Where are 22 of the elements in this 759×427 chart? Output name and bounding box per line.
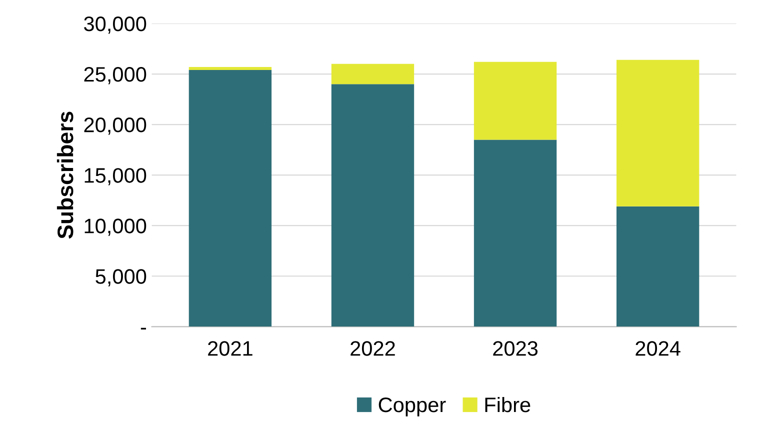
y-tick-label: - (140, 328, 146, 330)
bar (188, 70, 272, 327)
legend-label: Fibre (485, 396, 530, 412)
y-tick-label: 15,000 (84, 168, 146, 186)
bar (616, 206, 700, 327)
y-tick-label: 5,000 (96, 269, 146, 286)
bar (331, 64, 414, 84)
bar (616, 60, 700, 206)
y-tick-label: 30,000 (84, 16, 146, 34)
y-tick-label: 20,000 (84, 118, 146, 135)
bar (331, 84, 414, 327)
bar (474, 62, 557, 140)
x-tick-label: 2021 (208, 341, 252, 356)
y-axis-title: Subscribers (56, 112, 74, 239)
legend-label: Copper (378, 397, 446, 416)
x-tick-label: 2023 (493, 341, 538, 356)
x-tick-label: 2024 (636, 341, 680, 356)
y-tick-label: 25,000 (84, 67, 146, 84)
y-tick-label: 10,000 (84, 218, 146, 236)
bar (188, 66, 272, 70)
bar (474, 140, 557, 327)
x-tick-label: 2022 (350, 341, 395, 356)
